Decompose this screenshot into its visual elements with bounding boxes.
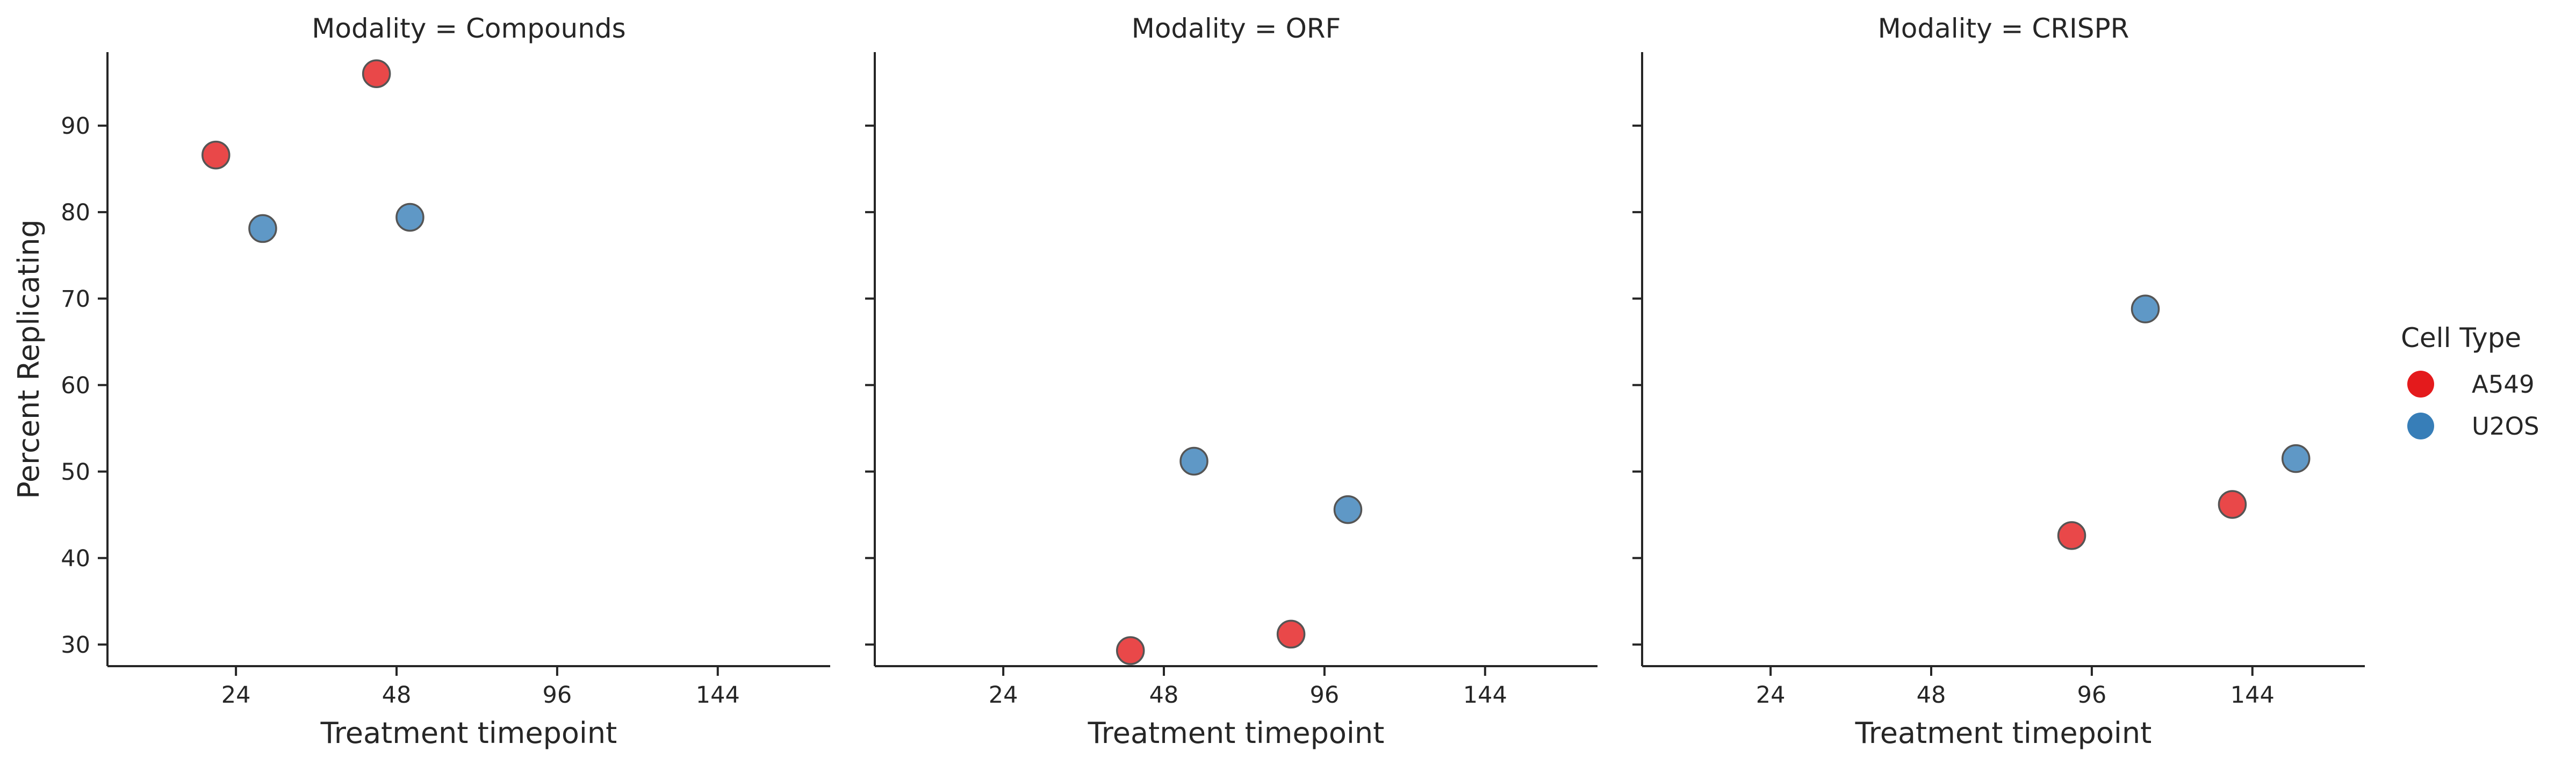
x-tick-label: 24: [989, 682, 1018, 709]
y-tick-label: 70: [61, 286, 90, 313]
facet-panel-1: Modality = Compounds 30 40 50 60 70 80 90 24 48 96…: [12, 13, 830, 750]
series-a549: [202, 59, 391, 170]
data-point-a549: [202, 140, 231, 170]
y-tick-label: 50: [61, 459, 90, 486]
x-tick-label: 144: [2230, 682, 2275, 709]
data-point-a549: [1116, 636, 1145, 665]
data-point-u2os: [1333, 495, 1363, 524]
x-tick-label: 48: [382, 682, 412, 709]
x-tick-label: 96: [543, 682, 572, 709]
facet-title: Modality = ORF: [1132, 13, 1341, 44]
x-tick-label: 96: [2077, 682, 2107, 709]
x-tick-label: 24: [1756, 682, 1786, 709]
x-tick-label: 144: [1463, 682, 1507, 709]
y-tick-label: 30: [61, 632, 90, 659]
series-a549: [2057, 490, 2247, 550]
facet-panel-2: Modality = ORF 24 48 96 144 Treatment timepoi…: [865, 13, 1598, 750]
data-point-u2os: [1179, 446, 1208, 476]
x-tick-label: 24: [221, 682, 251, 709]
data-point-a549: [1276, 619, 1306, 649]
legend: Cell Type A549 U2OS: [2401, 322, 2539, 441]
y-axis-label: Percent Replicating: [12, 219, 46, 499]
y-tick-label: 60: [61, 372, 90, 399]
data-point-a549: [2218, 490, 2247, 519]
data-point-u2os: [248, 214, 277, 243]
series-u2os: [1179, 446, 1363, 524]
legend-label: A549: [2472, 370, 2535, 399]
y-tick-label: 90: [61, 113, 90, 140]
data-point-u2os: [2131, 294, 2160, 323]
x-axis-label: Treatment timepoint: [320, 716, 617, 750]
y-tick-label: 40: [61, 545, 90, 572]
data-point-a549: [362, 59, 391, 88]
data-point-u2os: [2281, 444, 2311, 473]
y-tick-label: 80: [61, 199, 90, 226]
x-tick-label: 96: [1310, 682, 1340, 709]
x-axis-label: Treatment timepoint: [1855, 716, 2152, 750]
facet-panel-3: Modality = CRISPR 24 48 96 144 Treatment time…: [1632, 13, 2365, 750]
series-a549: [1116, 619, 1306, 665]
facet-title: Modality = Compounds: [312, 13, 625, 44]
x-tick-label: 144: [696, 682, 740, 709]
legend-marker-u2os: [2407, 413, 2434, 439]
x-axis-label: Treatment timepoint: [1088, 716, 1385, 750]
data-point-a549: [2057, 521, 2086, 550]
x-tick-label: 48: [1917, 682, 1946, 709]
series-u2os: [2131, 294, 2311, 473]
facet-title: Modality = CRISPR: [1878, 13, 2129, 44]
data-point-u2os: [395, 203, 424, 232]
legend-label: U2OS: [2472, 412, 2539, 441]
legend-title: Cell Type: [2401, 322, 2521, 353]
x-tick-label: 48: [1149, 682, 1179, 709]
series-u2os: [248, 203, 424, 243]
legend-marker-a549: [2407, 371, 2434, 398]
